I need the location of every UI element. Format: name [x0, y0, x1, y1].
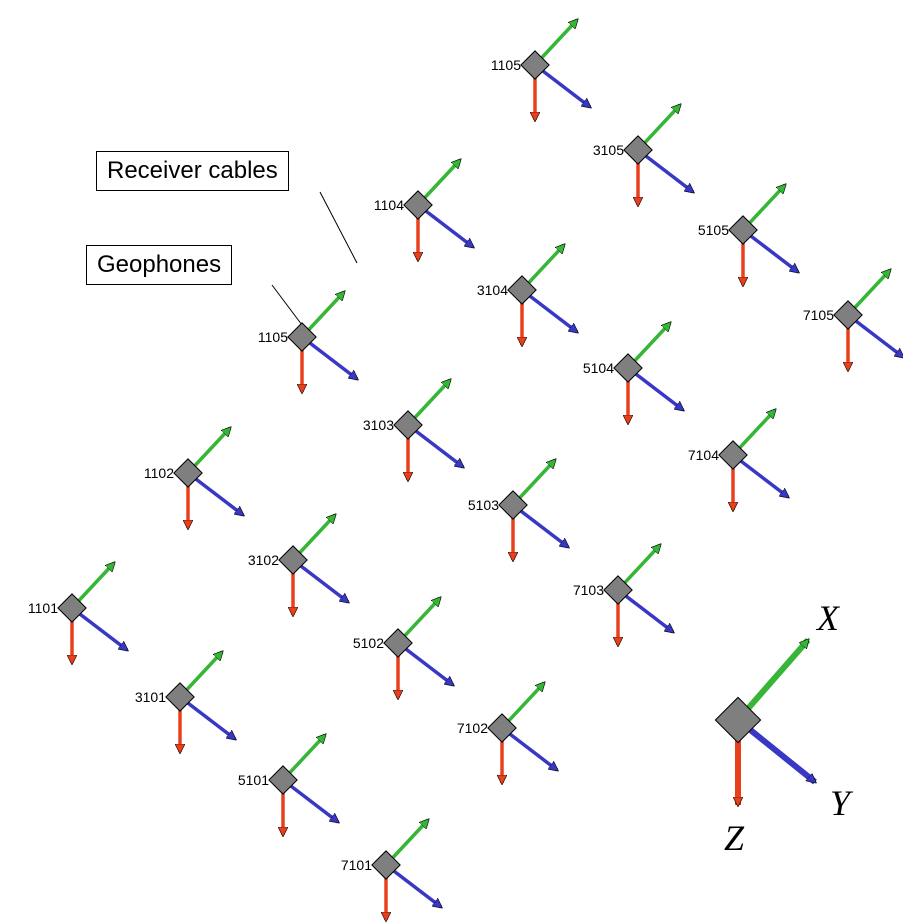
geophone-label: 1101 — [28, 600, 58, 616]
geophone-label: 5101 — [238, 772, 269, 788]
geophone-label: 5105 — [698, 222, 729, 238]
geophones-leader — [271, 284, 303, 326]
geophone-body — [487, 713, 517, 743]
geophone-label: 3104 — [477, 282, 508, 298]
geophone-body — [165, 682, 195, 712]
axes-legend: X Y Z — [714, 598, 854, 858]
geophone-1103: 1105 — [258, 292, 357, 392]
geophone-label: 3105 — [593, 142, 624, 158]
geophone-label: 7101 — [341, 857, 372, 873]
legend-geophone-body — [714, 696, 762, 744]
geophone-7102: 7102 — [457, 683, 557, 783]
geophone-3103: 3103 — [363, 380, 463, 480]
geophone-5104: 5104 — [583, 323, 683, 423]
geophone-5105: 5105 — [698, 185, 798, 285]
receiver-cables-callout: Receiver cables — [96, 151, 289, 191]
geophone-body — [728, 215, 758, 245]
geophone-1104: 1104 — [374, 160, 473, 260]
legend-x-arrow — [735, 640, 811, 722]
geophone-3105: 3105 — [593, 105, 693, 205]
geophone-label: 5104 — [583, 360, 614, 376]
geophone-7101: 7101 — [341, 820, 441, 920]
geophone-5102: 5102 — [353, 598, 453, 698]
geophone-5101: 5101 — [238, 735, 338, 835]
axis-label-y: Y — [830, 783, 854, 823]
geophone-label: 5102 — [353, 635, 384, 651]
geophones-callout: Geophones — [86, 245, 233, 285]
geophone-7105: 7105 — [803, 270, 903, 370]
geophone-y-arrow — [511, 503, 568, 547]
geophone-5103: 5103 — [468, 460, 568, 560]
geophone-label: 7105 — [803, 307, 834, 323]
geophone-label: 1105 — [258, 329, 288, 345]
geophone-y-arrow — [186, 471, 243, 515]
axis-label-x: X — [815, 598, 841, 638]
geophone-label: 3102 — [248, 552, 279, 568]
geophone-label: 1105 — [491, 57, 521, 73]
geophone-body — [383, 628, 413, 658]
geophone-body — [287, 322, 317, 352]
geophone-body — [278, 545, 308, 575]
geophone-y-arrow — [533, 63, 590, 107]
receiver-cables-leader — [319, 191, 358, 264]
geophone-label: 5103 — [468, 497, 499, 513]
geophone-label: 7104 — [688, 447, 719, 463]
geophone-y-arrow — [291, 558, 348, 602]
geophone-label: 3101 — [135, 689, 166, 705]
geophone-label: 3103 — [363, 417, 394, 433]
geophone-y-arrow — [636, 148, 693, 192]
geophone-y-arrow — [70, 606, 127, 650]
geophone-y-arrow — [520, 288, 577, 332]
geophone-body — [393, 410, 423, 440]
geophone-body — [718, 440, 748, 470]
geophone-body — [833, 300, 863, 330]
geophone-1101: 1101 — [28, 563, 127, 663]
geophone-body — [507, 275, 537, 305]
geophone-body — [623, 135, 653, 165]
geophone-body — [403, 190, 433, 220]
geophone-y-arrow — [300, 335, 357, 379]
geophone-label: 1102 — [144, 465, 174, 481]
geophone-body — [371, 850, 401, 880]
geophone-y-arrow — [396, 641, 453, 685]
geophone-3104: 3104 — [477, 245, 577, 345]
geophone-body — [520, 50, 550, 80]
geophone-y-arrow — [846, 313, 903, 357]
geophone-7103: 7103 — [573, 545, 673, 645]
geophone-y-arrow — [741, 228, 798, 272]
geophone-y-arrow — [384, 863, 441, 907]
geophone-body — [57, 593, 87, 623]
geophone-body — [173, 458, 203, 488]
geophone-body — [498, 490, 528, 520]
geophone-7104: 7104 — [688, 410, 788, 510]
geophone-y-arrow — [616, 588, 673, 632]
geophone-label: 1104 — [374, 197, 404, 213]
axis-label-z: Z — [724, 818, 745, 858]
geophone-y-arrow — [626, 366, 683, 410]
geophone-label: 7102 — [457, 720, 488, 736]
geophone-body — [268, 765, 298, 795]
geophone-y-arrow — [178, 695, 235, 739]
geophone-y-arrow — [500, 726, 557, 770]
geophone-body — [613, 353, 643, 383]
geophone-body — [603, 575, 633, 605]
geophone-label: 7103 — [573, 582, 604, 598]
geophone-3102: 3102 — [248, 515, 348, 615]
geophone-1102: 1102 — [144, 428, 243, 528]
geophone-y-arrow — [416, 203, 473, 247]
geophone-y-arrow — [406, 423, 463, 467]
geophone-3101: 3101 — [135, 652, 235, 752]
geophone-1105: 1105 — [491, 20, 590, 120]
geophone-y-arrow — [731, 453, 788, 497]
geophone-y-arrow — [281, 778, 338, 822]
